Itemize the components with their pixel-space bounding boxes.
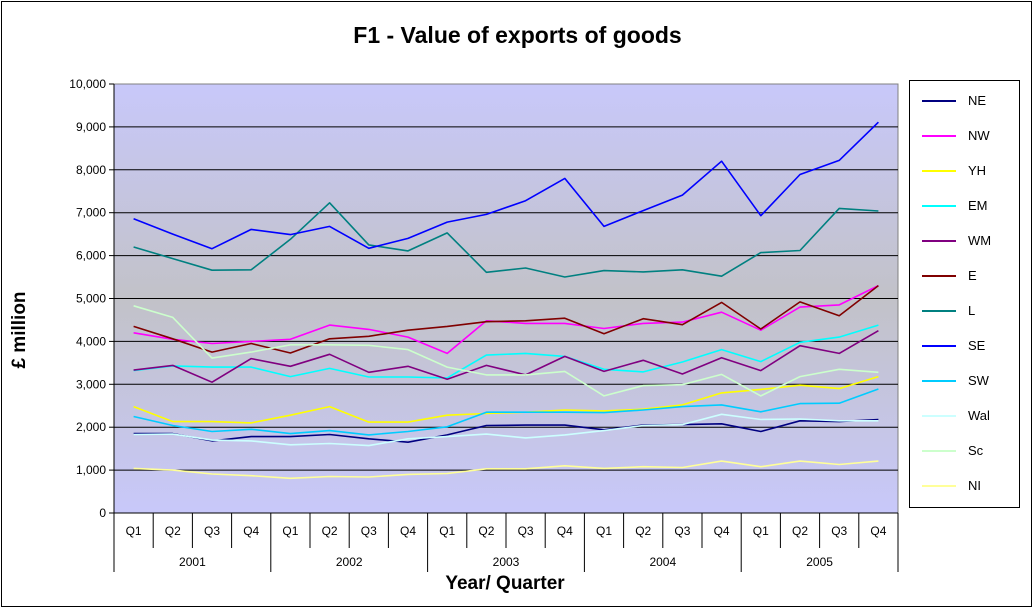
y-tick-label: 1,000	[76, 463, 106, 477]
legend-item-em: EM	[910, 196, 1021, 216]
x-tick-label: Q1	[596, 524, 612, 538]
y-tick-label: 5,000	[76, 292, 106, 306]
x-tick-label: Q4	[557, 524, 573, 538]
series-line-sc	[133, 305, 879, 397]
x-tick-label: Q3	[518, 524, 534, 538]
series-line-se	[133, 121, 879, 250]
legend-label: EM	[968, 198, 988, 213]
series-line-sw	[133, 388, 879, 436]
y-tick-label: 9,000	[76, 120, 106, 134]
legend-item-ni: NI	[910, 476, 1021, 496]
legend-label: NE	[968, 93, 987, 108]
year-label: 2004	[649, 555, 676, 569]
year-label: 2003	[493, 555, 520, 569]
x-tick-label: Q4	[870, 524, 886, 538]
series-line-ni	[133, 460, 879, 480]
x-tick-label: Q3	[674, 524, 690, 538]
legend-label: NW	[968, 128, 990, 143]
legend-swatch	[922, 240, 956, 242]
y-tick-label: 2,000	[76, 420, 106, 434]
x-tick-label: Q1	[126, 524, 142, 538]
legend-item-sc: Sc	[910, 441, 1021, 461]
x-tick-label: Q2	[792, 524, 808, 538]
series-line-em	[133, 324, 879, 379]
legend-label: SE	[968, 338, 986, 353]
y-tick-label: 3,000	[76, 377, 106, 391]
series-line-e	[133, 284, 879, 354]
legend-item-wal: Wal	[910, 406, 1021, 426]
legend-swatch	[922, 380, 956, 382]
y-tick-label: 7,000	[76, 206, 106, 220]
legend-label: Sc	[968, 443, 984, 458]
legend-label: WM	[968, 233, 992, 248]
legend-item-ne: NE	[910, 91, 1021, 111]
series-line-wm	[133, 330, 879, 384]
legend-label: E	[968, 268, 977, 283]
x-tick-label: Q1	[753, 524, 769, 538]
legend-label: L	[968, 303, 976, 318]
series-line-nw	[133, 284, 879, 355]
legend-swatch	[922, 450, 956, 452]
x-tick-label: Q2	[322, 524, 338, 538]
x-tick-label: Q1	[439, 524, 455, 538]
legend-item-sw: SW	[910, 371, 1021, 391]
y-tick-label: 6,000	[76, 249, 106, 263]
x-axis-label: Year/ Quarter	[445, 573, 565, 594]
x-tick-label: Q3	[361, 524, 377, 538]
y-tick-label: 0	[99, 506, 106, 520]
legend-swatch	[922, 310, 956, 312]
x-tick-label: Q4	[243, 524, 259, 538]
year-label: 2005	[806, 555, 833, 569]
legend-swatch	[922, 135, 956, 137]
y-tick-label: 4,000	[76, 334, 106, 348]
legend-swatch	[922, 345, 956, 347]
x-tick-label: Q1	[282, 524, 298, 538]
x-tick-label: Q2	[165, 524, 181, 538]
legend-swatch	[922, 485, 956, 487]
legend-item-l: L	[910, 301, 1021, 321]
year-label: 2002	[336, 555, 363, 569]
legend-label: YH	[968, 163, 987, 178]
chart-title: F1 - Value of exports of goods	[353, 22, 682, 48]
x-tick-label: Q4	[400, 524, 416, 538]
series-line-ne	[133, 418, 879, 444]
x-tick-label: Q4	[714, 524, 730, 538]
legend-item-se: SE	[910, 336, 1021, 356]
x-tick-label: Q3	[831, 524, 847, 538]
legend: NE NW YH EM WM E L SE SW Wal Sc NI	[909, 80, 1020, 508]
legend-swatch	[922, 100, 956, 102]
legend-label: SW	[968, 373, 989, 388]
series-line-l	[133, 202, 879, 278]
series-line-wal	[133, 413, 879, 447]
legend-swatch	[922, 415, 956, 417]
legend-swatch	[922, 275, 956, 277]
y-tick-label: 10,000	[69, 77, 106, 91]
legend-label: Wal	[968, 408, 990, 423]
legend-label: NI	[968, 478, 981, 493]
x-tick-label: Q3	[204, 524, 220, 538]
legend-swatch	[922, 170, 956, 172]
x-tick-label: Q2	[635, 524, 651, 538]
x-tick-label: Q2	[478, 524, 494, 538]
legend-swatch	[922, 205, 956, 207]
y-tick-label: 8,000	[76, 163, 106, 177]
year-label: 2001	[179, 555, 206, 569]
legend-item-yh: YH	[910, 161, 1021, 181]
legend-item-nw: NW	[910, 126, 1021, 146]
legend-item-e: E	[910, 266, 1021, 286]
legend-item-wm: WM	[910, 231, 1021, 251]
